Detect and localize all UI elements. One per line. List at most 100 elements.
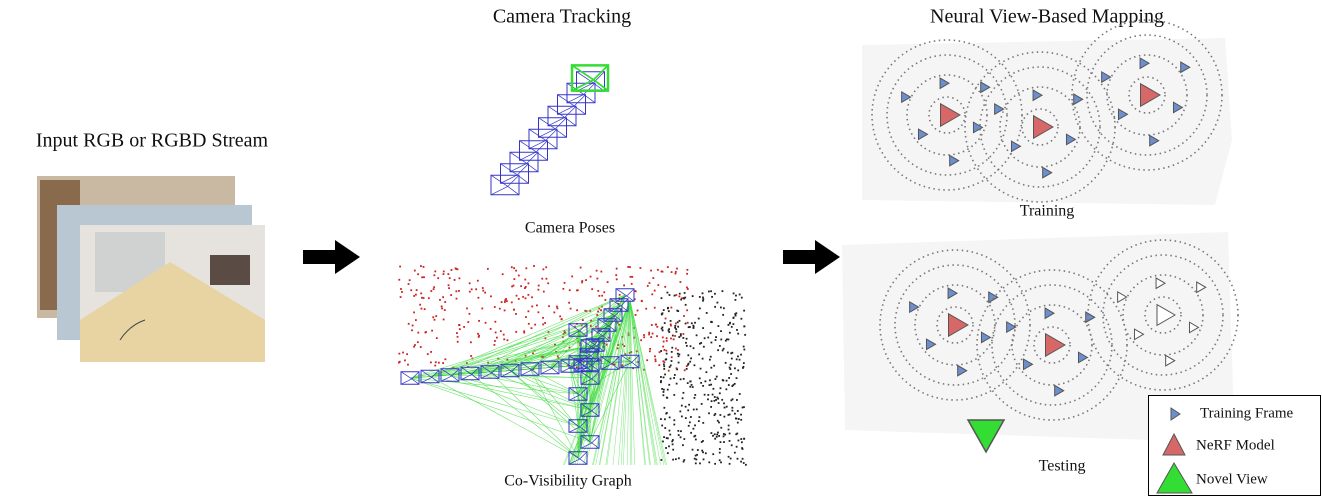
frustum-edge [471, 374, 480, 381]
frustum-edge [517, 163, 529, 176]
point [505, 300, 508, 303]
frustum-edge [451, 368, 460, 377]
point [595, 269, 598, 272]
point [501, 367, 504, 369]
point [696, 449, 699, 451]
point [650, 269, 652, 272]
point [450, 294, 453, 296]
frustum-edge [580, 410, 592, 417]
range-ring [886, 54, 1008, 176]
triangle [1140, 82, 1161, 108]
point [710, 341, 713, 344]
point [670, 356, 673, 359]
triangle [1117, 290, 1128, 304]
frustum-edge [579, 323, 588, 332]
point [742, 367, 744, 369]
point [663, 436, 665, 439]
point [679, 334, 682, 337]
point [667, 329, 670, 332]
frustum-edge [431, 377, 440, 384]
point [675, 330, 678, 333]
point [648, 282, 651, 284]
point [686, 382, 689, 384]
point [738, 293, 741, 296]
frustum-edge [591, 442, 600, 449]
point [698, 416, 701, 419]
point [723, 402, 725, 405]
point [489, 328, 492, 330]
point [604, 299, 607, 301]
point [736, 421, 739, 424]
frustum-edge [536, 140, 548, 153]
graph-edge [409, 377, 591, 443]
point [702, 298, 705, 301]
point [707, 394, 710, 396]
point [689, 360, 692, 363]
point [628, 357, 631, 359]
triangle [1117, 108, 1129, 121]
point [705, 371, 708, 374]
point [666, 266, 669, 268]
point [677, 457, 680, 460]
point [723, 441, 725, 444]
triangle [940, 102, 961, 128]
point [675, 367, 678, 370]
point [501, 273, 504, 276]
point [666, 291, 669, 294]
point [654, 355, 656, 358]
point [612, 363, 615, 366]
triangle [980, 331, 992, 344]
point [684, 417, 687, 419]
graph-edge [429, 376, 591, 411]
point [728, 432, 731, 435]
frustum-edge [545, 128, 558, 141]
point [673, 419, 676, 422]
point [735, 377, 738, 380]
point [419, 303, 422, 306]
frustum-edge [564, 105, 577, 118]
point [643, 336, 646, 339]
point [698, 377, 701, 380]
point [666, 388, 669, 391]
point [720, 461, 722, 464]
point [665, 412, 668, 415]
point [651, 293, 654, 296]
point [532, 368, 535, 371]
point [643, 368, 645, 371]
point [727, 424, 730, 427]
point [447, 273, 450, 275]
point [675, 294, 678, 296]
point [675, 347, 677, 350]
frustum-edge [600, 356, 612, 365]
point [536, 304, 538, 307]
triangle [1054, 384, 1065, 397]
triangle [1042, 166, 1053, 179]
point [676, 352, 679, 355]
range-ring [1106, 54, 1188, 136]
graph-edge [529, 314, 614, 370]
frustum-edge [611, 363, 620, 370]
point [683, 369, 686, 372]
point [691, 386, 694, 388]
point [701, 357, 704, 360]
point [670, 360, 673, 362]
point [407, 322, 410, 325]
point [441, 307, 443, 310]
tracking-title: Camera Tracking [493, 6, 631, 28]
point [527, 293, 530, 296]
point [420, 292, 423, 295]
point [477, 296, 480, 299]
point [422, 297, 425, 299]
point [661, 336, 664, 339]
point [556, 355, 559, 358]
point [556, 307, 559, 310]
point [734, 412, 736, 415]
point [615, 274, 618, 277]
point [399, 265, 402, 268]
point [669, 364, 672, 367]
frustum-edge [631, 354, 640, 363]
point [545, 266, 548, 269]
frustum-edge [579, 419, 588, 428]
range-ring [964, 51, 1116, 203]
triangle [1010, 140, 1022, 153]
